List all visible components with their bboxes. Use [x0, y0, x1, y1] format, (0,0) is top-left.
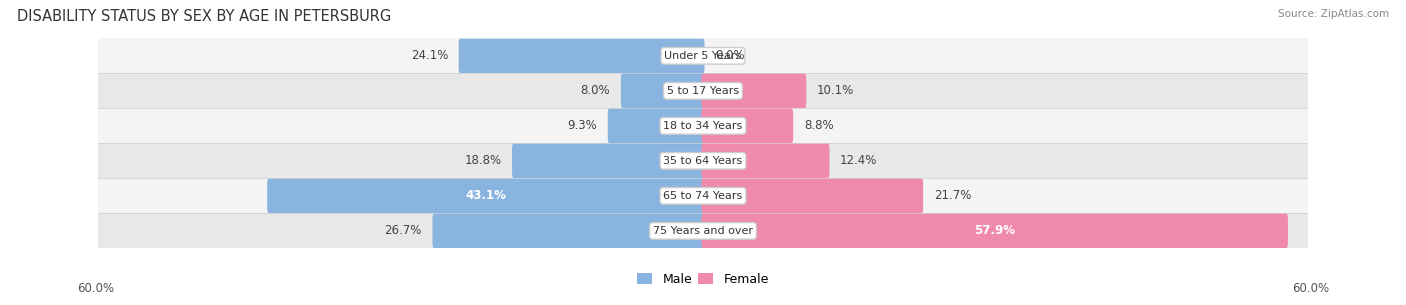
FancyBboxPatch shape	[607, 109, 704, 143]
Bar	[98, 214, 1308, 248]
Text: 8.0%: 8.0%	[581, 84, 610, 97]
Text: 60.0%: 60.0%	[77, 282, 114, 295]
Text: 8.8%: 8.8%	[804, 119, 834, 132]
FancyBboxPatch shape	[458, 39, 704, 73]
Bar	[98, 38, 1308, 73]
Text: 35 to 64 Years: 35 to 64 Years	[664, 156, 742, 166]
Text: 12.4%: 12.4%	[839, 154, 877, 167]
Text: 24.1%: 24.1%	[411, 49, 449, 62]
Text: 57.9%: 57.9%	[974, 224, 1015, 237]
Bar	[98, 178, 1308, 213]
Text: 18 to 34 Years: 18 to 34 Years	[664, 121, 742, 131]
Text: 65 to 74 Years: 65 to 74 Years	[664, 191, 742, 201]
Text: 10.1%: 10.1%	[817, 84, 853, 97]
Text: 0.0%: 0.0%	[716, 49, 745, 62]
FancyBboxPatch shape	[621, 74, 704, 108]
Text: 75 Years and over: 75 Years and over	[652, 226, 754, 236]
Text: 5 to 17 Years: 5 to 17 Years	[666, 86, 740, 96]
FancyBboxPatch shape	[512, 144, 704, 178]
Text: Source: ZipAtlas.com: Source: ZipAtlas.com	[1278, 9, 1389, 19]
Text: 9.3%: 9.3%	[568, 119, 598, 132]
FancyBboxPatch shape	[702, 179, 924, 213]
Text: Under 5 Years: Under 5 Years	[665, 51, 741, 61]
FancyBboxPatch shape	[433, 214, 704, 248]
FancyBboxPatch shape	[702, 214, 1288, 248]
Bar	[98, 73, 1308, 108]
FancyBboxPatch shape	[702, 109, 793, 143]
Text: 43.1%: 43.1%	[465, 189, 506, 202]
FancyBboxPatch shape	[267, 179, 704, 213]
FancyBboxPatch shape	[702, 144, 830, 178]
Text: 60.0%: 60.0%	[1292, 282, 1329, 295]
Legend: Male, Female: Male, Female	[633, 268, 773, 291]
Text: DISABILITY STATUS BY SEX BY AGE IN PETERSBURG: DISABILITY STATUS BY SEX BY AGE IN PETER…	[17, 9, 391, 24]
FancyBboxPatch shape	[702, 74, 806, 108]
Bar	[98, 143, 1308, 178]
Bar	[98, 108, 1308, 143]
Text: 26.7%: 26.7%	[384, 224, 422, 237]
Text: 21.7%: 21.7%	[934, 189, 972, 202]
Text: 18.8%: 18.8%	[464, 154, 502, 167]
